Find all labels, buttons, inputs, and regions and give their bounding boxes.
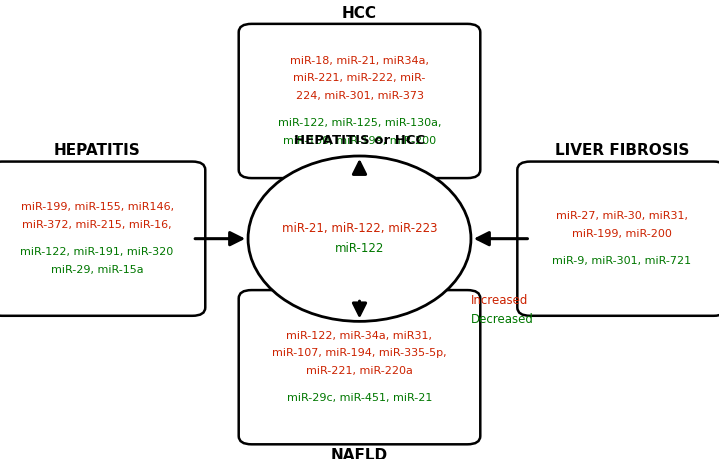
Text: HCC: HCC [342, 6, 377, 21]
FancyBboxPatch shape [0, 162, 206, 316]
Ellipse shape [248, 156, 471, 321]
Text: HEPATITIS or HCC: HEPATITIS or HCC [294, 134, 425, 147]
Text: miR-29, miR-15a: miR-29, miR-15a [51, 265, 143, 275]
Text: Decreased: Decreased [471, 313, 533, 325]
Text: miR-9, miR-301, miR-721: miR-9, miR-301, miR-721 [552, 256, 692, 266]
Text: miR-199, miR-155, miR146,: miR-199, miR-155, miR146, [21, 202, 173, 213]
Text: miR-221, miR-222, miR-: miR-221, miR-222, miR- [293, 73, 426, 84]
Text: HEPATITIS: HEPATITIS [54, 143, 140, 158]
Text: miR-221, miR-220a: miR-221, miR-220a [306, 366, 413, 376]
Text: miR-372, miR-215, miR-16,: miR-372, miR-215, miR-16, [22, 220, 172, 230]
Text: miR-18, miR-21, miR34a,: miR-18, miR-21, miR34a, [290, 56, 429, 66]
Text: LIVER FIBROSIS: LIVER FIBROSIS [555, 143, 689, 158]
Text: miR-122, miR-125, miR-130a,: miR-122, miR-125, miR-130a, [278, 118, 441, 129]
FancyBboxPatch shape [239, 290, 480, 444]
Text: miR-107, miR-194, miR-335-5p,: miR-107, miR-194, miR-335-5p, [273, 348, 446, 358]
Text: miR-122: miR-122 [335, 242, 384, 255]
Text: miR-122, miR-191, miR-320: miR-122, miR-191, miR-320 [20, 247, 174, 257]
Text: miR-21, miR-122, miR-223: miR-21, miR-122, miR-223 [282, 222, 437, 235]
Text: NAFLD: NAFLD [331, 448, 388, 459]
Text: miR-199, miR-200: miR-199, miR-200 [572, 229, 672, 239]
Text: miR-150, miR-199, miR-200: miR-150, miR-199, miR-200 [283, 136, 436, 146]
Text: Increased: Increased [471, 294, 528, 307]
Text: miR-122, miR-34a, miR31,: miR-122, miR-34a, miR31, [286, 331, 433, 341]
Text: 224, miR-301, miR-373: 224, miR-301, miR-373 [296, 91, 423, 101]
Text: miR-27, miR-30, miR31,: miR-27, miR-30, miR31, [556, 211, 688, 221]
Text: miR-29c, miR-451, miR-21: miR-29c, miR-451, miR-21 [287, 393, 432, 403]
FancyBboxPatch shape [239, 24, 480, 178]
FancyBboxPatch shape [518, 162, 719, 316]
